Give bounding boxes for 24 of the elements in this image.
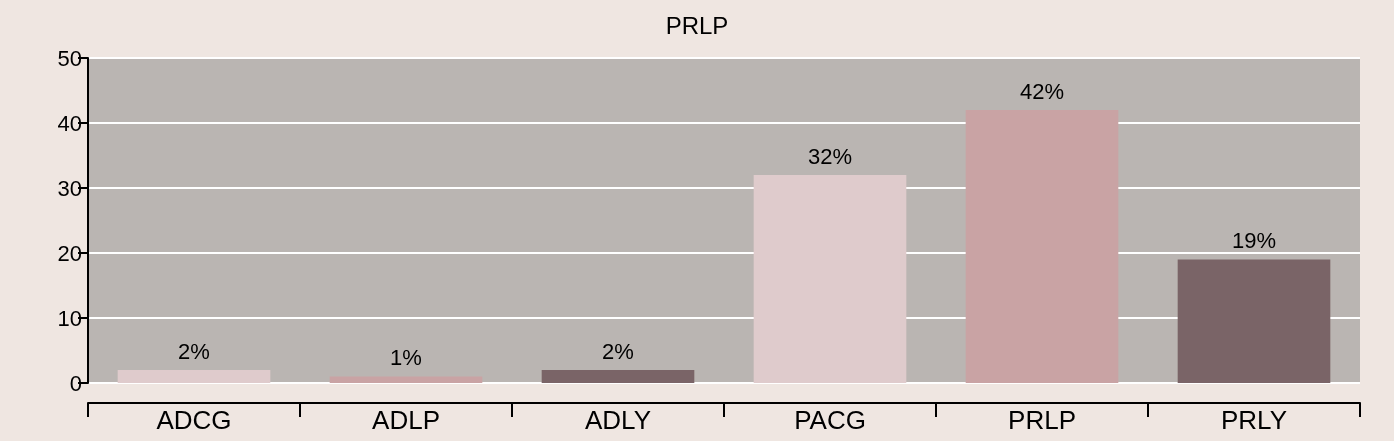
chart-title: PRLP <box>665 11 729 39</box>
x-tick-label: PRLY <box>1221 405 1287 435</box>
y-tick-label: 20 <box>57 240 82 266</box>
bar <box>965 110 1119 383</box>
x-tick-label: PACG <box>794 405 866 435</box>
y-tick-label: 10 <box>57 305 82 331</box>
y-tick-label: 30 <box>57 175 82 201</box>
bar <box>329 376 483 383</box>
x-tick-label: ADCG <box>156 405 232 435</box>
bar <box>117 370 271 383</box>
data-label: 2% <box>178 338 210 364</box>
x-tick-label: ADLY <box>585 405 651 435</box>
x-tick-label: ADLP <box>372 405 440 435</box>
bar <box>541 370 695 383</box>
data-label: 1% <box>390 345 422 370</box>
data-label: 2% <box>602 338 634 364</box>
y-tick-label: 50 <box>57 45 82 71</box>
y-tick-label: 40 <box>57 110 82 136</box>
data-label: 42% <box>1019 78 1065 104</box>
data-label: 19% <box>1231 228 1277 253</box>
data-label: 32% <box>807 143 853 169</box>
bar <box>753 175 907 383</box>
x-tick-label: PRLP <box>1008 405 1076 435</box>
bar <box>1177 259 1331 383</box>
